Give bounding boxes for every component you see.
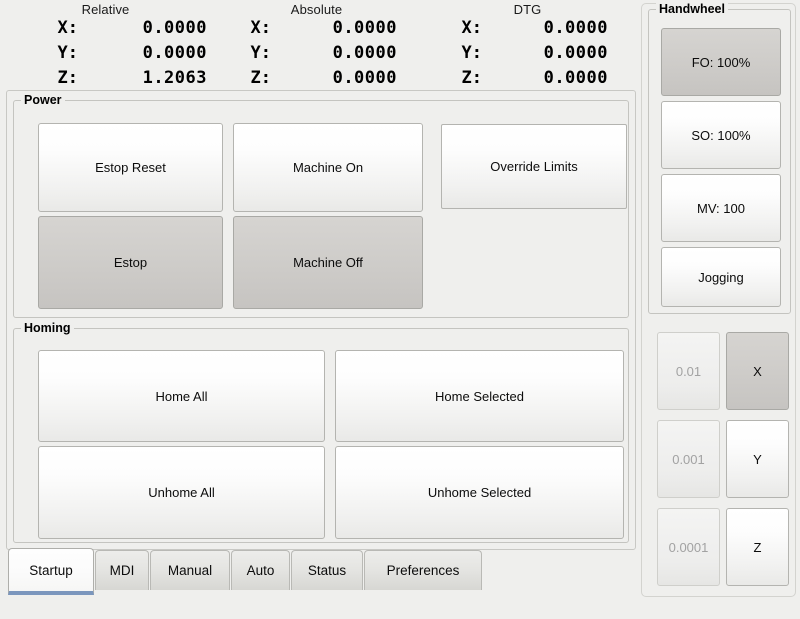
dro-value-dtg-x: 0.0000 — [543, 18, 608, 38]
machine-off-button[interactable]: Machine Off — [233, 216, 423, 309]
tab-manual[interactable]: Manual — [150, 550, 230, 590]
increment-0.01-button[interactable]: 0.01 — [657, 332, 720, 410]
dro-axis-label-x: X: — [250, 18, 271, 38]
dro-value-dtg-z: 0.0000 — [543, 68, 608, 88]
handwheel-panel: Handwheel FO: 100% SO: 100% MV: 100 Jogg… — [641, 2, 796, 597]
override-limits-button[interactable]: Override Limits — [441, 124, 627, 209]
tab-auto[interactable]: Auto — [231, 550, 290, 590]
dro-block-absolute: Absolute X: 0.0000 Y: 0.0000 Z: 0.0000 — [211, 0, 422, 88]
dro-value-absolute-z: 0.0000 — [332, 68, 397, 88]
increment-0.0001-button[interactable]: 0.0001 — [657, 508, 720, 586]
main-tab-bar: Startup MDI Manual Auto Status Preferenc… — [6, 546, 646, 598]
estop-button[interactable]: Estop — [38, 216, 223, 309]
dro-row-absolute-y: Y: 0.0000 — [211, 43, 422, 68]
machine-on-button[interactable]: Machine On — [233, 123, 423, 212]
unhome-all-button[interactable]: Unhome All — [38, 446, 325, 539]
dro-row-absolute-z: Z: 0.0000 — [211, 68, 422, 93]
dro-row-relative-y: Y: 0.0000 — [0, 43, 211, 68]
dro-readout-bar: Relative X: 0.0000 Y: 0.0000 Z: 1.2063 A… — [0, 0, 640, 88]
power-group: Power Estop Reset Machine On Override Li… — [13, 93, 629, 318]
dro-axis-label-y: Y: — [250, 43, 271, 63]
axis-x-button[interactable]: X — [726, 332, 789, 410]
dro-row-dtg-y: Y: 0.0000 — [422, 43, 633, 68]
dro-title-dtg: DTG — [513, 2, 542, 17]
power-group-legend: Power — [21, 93, 65, 107]
handwheel-group-legend: Handwheel — [656, 2, 728, 16]
axis-z-button[interactable]: Z — [726, 508, 789, 586]
dro-axis-label-y: Y: — [461, 43, 482, 63]
dro-axis-label-x: X: — [57, 18, 78, 38]
dro-axis-label-z: Z: — [461, 68, 482, 88]
dro-row-relative-x: X: 0.0000 — [0, 18, 211, 43]
home-selected-button[interactable]: Home Selected — [335, 350, 624, 442]
increment-0.001-button[interactable]: 0.001 — [657, 420, 720, 498]
dro-axis-label-z: Z: — [57, 68, 78, 88]
dro-row-dtg-x: X: 0.0000 — [422, 18, 633, 43]
tab-status[interactable]: Status — [291, 550, 363, 590]
dro-block-relative: Relative X: 0.0000 Y: 0.0000 Z: 1.2063 — [0, 0, 211, 88]
dro-value-absolute-x: 0.0000 — [332, 18, 397, 38]
handwheel-group: Handwheel FO: 100% SO: 100% MV: 100 Jogg… — [648, 2, 791, 314]
startup-tab-panel: Power Estop Reset Machine On Override Li… — [6, 90, 636, 550]
dro-value-relative-x: 0.0000 — [142, 18, 207, 38]
homing-group-legend: Homing — [21, 321, 74, 335]
dro-row-dtg-z: Z: 0.0000 — [422, 68, 633, 93]
max-velocity-button[interactable]: MV: 100 — [661, 174, 781, 242]
dro-title-relative: Relative — [81, 2, 130, 17]
dro-value-relative-y: 0.0000 — [142, 43, 207, 63]
tab-startup[interactable]: Startup — [8, 548, 94, 595]
dro-title-absolute: Absolute — [290, 2, 343, 17]
feed-override-button[interactable]: FO: 100% — [661, 28, 781, 96]
estop-reset-button[interactable]: Estop Reset — [38, 123, 223, 212]
handwheel-increment-axis-grid: 0.01 0.001 0.0001 X Y Z — [648, 328, 791, 593]
dro-axis-label-z: Z: — [250, 68, 271, 88]
dro-value-absolute-y: 0.0000 — [332, 43, 397, 63]
dro-block-dtg: DTG X: 0.0000 Y: 0.0000 Z: 0.0000 — [422, 0, 633, 88]
tab-preferences[interactable]: Preferences — [364, 550, 482, 590]
homing-group: Homing Home All Home Selected Unhome All… — [13, 321, 629, 543]
dro-row-absolute-x: X: 0.0000 — [211, 18, 422, 43]
dro-value-relative-z: 1.2063 — [142, 68, 207, 88]
tab-mdi[interactable]: MDI — [95, 550, 149, 590]
spindle-override-button[interactable]: SO: 100% — [661, 101, 781, 169]
dro-axis-label-y: Y: — [57, 43, 78, 63]
dro-value-dtg-y: 0.0000 — [543, 43, 608, 63]
jogging-button[interactable]: Jogging — [661, 247, 781, 307]
dro-row-relative-z: Z: 1.2063 — [0, 68, 211, 93]
home-all-button[interactable]: Home All — [38, 350, 325, 442]
dro-axis-label-x: X: — [461, 18, 482, 38]
axis-y-button[interactable]: Y — [726, 420, 789, 498]
unhome-selected-button[interactable]: Unhome Selected — [335, 446, 624, 539]
